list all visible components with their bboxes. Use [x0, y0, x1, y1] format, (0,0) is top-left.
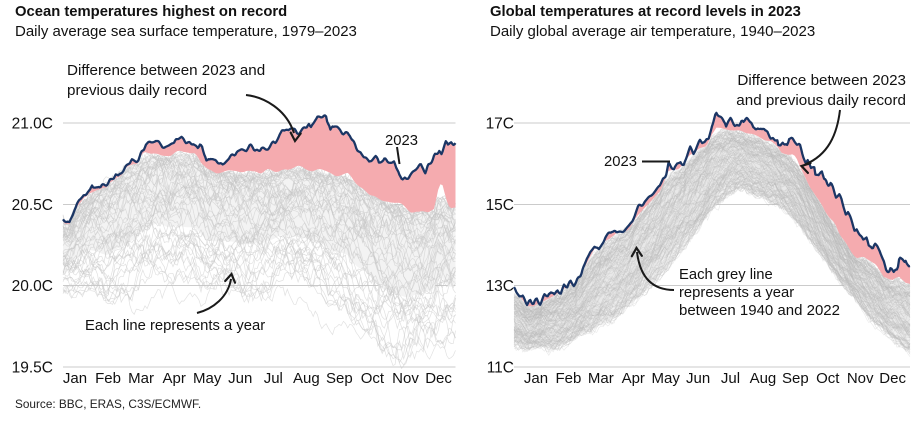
svg-text:Jul: Jul [264, 370, 283, 387]
svg-text:previous daily record: previous daily record [67, 82, 207, 99]
svg-text:Each line represents a year: Each line represents a year [85, 318, 265, 334]
svg-text:Nov: Nov [392, 370, 419, 387]
svg-text:Mar: Mar [128, 370, 154, 387]
svg-text:Sep: Sep [782, 370, 809, 387]
svg-text:Jun: Jun [228, 370, 252, 387]
svg-text:Daily average sea surface temp: Daily average sea surface temperature, 1… [15, 23, 357, 40]
svg-text:Oct: Oct [816, 370, 840, 387]
svg-text:17C: 17C [486, 116, 514, 133]
svg-text:Global temperatures at record: Global temperatures at record levels in … [490, 4, 801, 20]
svg-text:Aug: Aug [750, 370, 777, 387]
svg-text:Ocean temperatures highest on: Ocean temperatures highest on record [15, 4, 287, 20]
svg-text:May: May [652, 370, 681, 387]
svg-text:21.0C: 21.0C [12, 116, 53, 133]
svg-text:20.5C: 20.5C [12, 197, 53, 214]
svg-text:15C: 15C [486, 197, 514, 214]
svg-text:Jun: Jun [686, 370, 710, 387]
svg-text:Aug: Aug [293, 370, 320, 387]
svg-text:Feb: Feb [95, 370, 121, 387]
svg-text:Dec: Dec [879, 370, 906, 387]
svg-text:Difference between 2023: Difference between 2023 [737, 72, 906, 89]
svg-text:and previous daily record: and previous daily record [736, 92, 906, 109]
svg-text:2023: 2023 [385, 133, 418, 149]
svg-text:Jan: Jan [63, 370, 87, 387]
svg-text:Apr: Apr [622, 370, 645, 387]
svg-text:13C: 13C [486, 278, 514, 295]
svg-text:Nov: Nov [847, 370, 874, 387]
svg-text:Daily global average air tempe: Daily global average air temperature, 19… [490, 23, 815, 40]
svg-text:Dec: Dec [425, 370, 452, 387]
svg-text:Difference between 2023 and: Difference between 2023 and [67, 62, 265, 79]
svg-text:Each grey line: Each grey line [679, 267, 773, 283]
svg-text:11C: 11C [487, 360, 514, 377]
svg-text:Jul: Jul [721, 370, 740, 387]
svg-text:Sep: Sep [326, 370, 353, 387]
svg-text:between 1940 and 2022: between 1940 and 2022 [679, 302, 840, 319]
svg-text:Apr: Apr [162, 370, 185, 387]
svg-text:Oct: Oct [361, 370, 385, 387]
svg-text:19.5C: 19.5C [12, 360, 53, 377]
svg-text:20.0C: 20.0C [12, 278, 53, 295]
svg-text:Mar: Mar [588, 370, 614, 387]
svg-text:May: May [193, 370, 222, 387]
svg-text:Source: BBC, ERAS, C3S/ECMWF.: Source: BBC, ERAS, C3S/ECMWF. [15, 397, 201, 411]
svg-text:represents a year: represents a year [679, 285, 794, 301]
svg-text:Jan: Jan [524, 370, 548, 387]
svg-text:2023: 2023 [604, 154, 637, 170]
svg-text:Feb: Feb [555, 370, 581, 387]
